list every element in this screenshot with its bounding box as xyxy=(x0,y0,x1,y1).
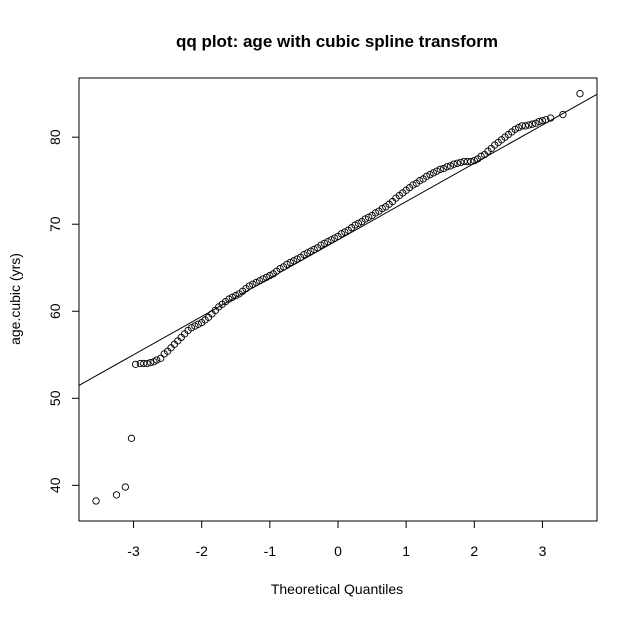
data-point xyxy=(576,90,584,98)
data-point xyxy=(457,158,465,167)
data-point xyxy=(351,221,359,229)
data-point xyxy=(463,157,472,166)
data-point xyxy=(446,162,455,170)
data-point xyxy=(371,209,380,217)
data-point xyxy=(127,434,136,442)
data-point xyxy=(559,110,567,119)
data-point xyxy=(286,258,294,267)
y-axis: 40 50 60 70 80 xyxy=(47,129,80,493)
data-point xyxy=(514,123,523,132)
data-point xyxy=(416,177,424,185)
data-point xyxy=(187,324,196,332)
y-tick-label: 80 xyxy=(47,129,63,145)
y-axis-label: age.cubic (yrs) xyxy=(7,253,23,345)
reference-line xyxy=(78,93,598,386)
y-tick-label: 70 xyxy=(47,216,63,232)
x-tick-label: -3 xyxy=(127,543,140,559)
x-axis-label: Theoretical Quantiles xyxy=(271,581,403,597)
data-point xyxy=(525,121,533,129)
data-point xyxy=(157,354,165,362)
data-point xyxy=(443,163,451,171)
data-point xyxy=(535,117,543,126)
data-point xyxy=(324,237,332,246)
data-point xyxy=(453,159,461,167)
data-point xyxy=(92,497,100,505)
data-point xyxy=(293,255,301,263)
plot-frame xyxy=(78,77,598,522)
data-points xyxy=(92,90,584,505)
x-tick-label: 1 xyxy=(402,543,410,559)
data-point xyxy=(290,257,298,265)
data-point xyxy=(378,204,386,213)
data-point xyxy=(276,264,284,273)
data-point xyxy=(337,230,346,238)
data-point xyxy=(538,116,547,125)
data-point xyxy=(433,167,441,175)
data-point xyxy=(112,491,121,499)
y-tick-label: 60 xyxy=(47,303,63,319)
data-point xyxy=(327,236,335,244)
y-tick-label: 40 xyxy=(47,477,63,493)
data-point xyxy=(303,249,311,257)
data-point xyxy=(511,125,519,133)
x-tick-label: 2 xyxy=(470,543,478,559)
data-point xyxy=(146,358,155,367)
data-point xyxy=(194,320,202,328)
data-point xyxy=(266,271,274,280)
data-point xyxy=(521,122,530,130)
data-point xyxy=(283,260,291,268)
x-tick-label: 3 xyxy=(539,543,547,559)
data-point xyxy=(131,360,140,368)
x-tick-label: -2 xyxy=(195,543,208,559)
data-point xyxy=(518,122,526,130)
data-point xyxy=(361,215,369,223)
data-point xyxy=(191,322,199,330)
data-point xyxy=(422,172,431,180)
data-point xyxy=(470,157,478,165)
x-tick-label: 0 xyxy=(334,543,342,559)
data-point xyxy=(354,219,363,227)
data-point xyxy=(528,120,536,128)
data-point xyxy=(429,169,438,177)
data-point xyxy=(317,241,325,249)
chart-title: qq plot: age with cubic spline transform xyxy=(176,32,498,51)
x-axis: -3 -2 -1 0 1 2 3 xyxy=(127,520,547,559)
data-point xyxy=(320,239,329,248)
data-point xyxy=(121,483,129,491)
data-point xyxy=(153,356,161,364)
data-point xyxy=(143,359,151,368)
data-point xyxy=(341,228,349,236)
data-point xyxy=(365,213,373,221)
data-point xyxy=(409,181,417,189)
data-point xyxy=(439,164,448,173)
data-point xyxy=(436,165,444,174)
data-point xyxy=(140,359,148,368)
data-point xyxy=(450,160,458,168)
data-point xyxy=(307,247,315,255)
data-point xyxy=(310,245,318,254)
data-point xyxy=(532,119,540,127)
x-tick-label: -1 xyxy=(264,543,277,559)
data-point xyxy=(426,170,434,179)
data-point xyxy=(300,251,308,259)
y-tick-label: 50 xyxy=(47,390,63,406)
